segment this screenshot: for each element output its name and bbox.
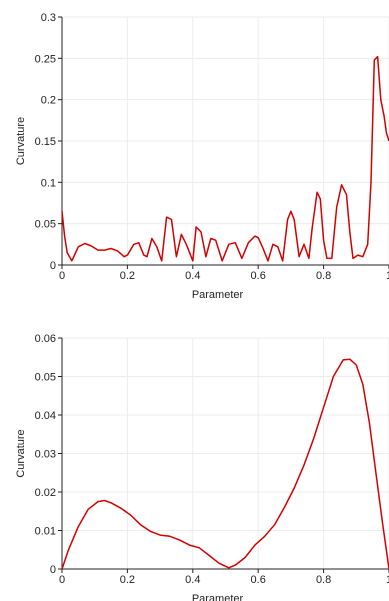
y-tick-label: 0.02	[35, 487, 56, 499]
y-tick-label: 0.06	[35, 333, 56, 345]
curvature-series-line	[61, 358, 389, 570]
y-axis-title: Curvature	[15, 117, 27, 165]
y-tick-label: 0	[50, 564, 56, 576]
x-tick-label: 0	[59, 574, 65, 586]
x-tick-label: 1	[386, 270, 389, 282]
x-tick-label: 0.6	[251, 574, 266, 586]
chart-2: 0 0.2 0.4 0.6 0.8 1 0 0.01 0.02 0.03 0.04 0.05 0.06 P…	[15, 333, 389, 601]
x-tick-label: 0.8	[316, 574, 331, 586]
x-tick-label: 0.2	[120, 574, 135, 586]
y-tick-label: 0.1	[41, 177, 56, 189]
x-tick-label: 0	[59, 270, 65, 282]
x-tick-label: 0.8	[316, 270, 331, 282]
y-tick-label: 0.03	[35, 449, 56, 461]
y-tick-label: 0.15	[35, 136, 56, 148]
x-axis-title: Parameter	[192, 593, 244, 601]
y-tick-label: 0.25	[35, 53, 56, 65]
curvature-series-line	[61, 55, 389, 262]
x-tick-label: 0.6	[251, 270, 266, 282]
y-axis-title: Curvature	[15, 429, 27, 477]
chart-1: 0 0.2 0.4 0.6 0.8 1 0 0.05 0.1 0.15 0.2 0.25 0.3 Para…	[15, 12, 389, 301]
y-tick-label: 0.3	[41, 12, 56, 24]
x-tick-label: 0.4	[185, 270, 200, 282]
y-tick-label: 0.01	[35, 526, 56, 538]
y-tick-label: 0.05	[35, 372, 56, 384]
x-tick-label: 0.4	[185, 574, 200, 586]
y-tick-label: 0.04	[35, 410, 56, 422]
x-tick-label: 1	[386, 574, 389, 586]
y-tick-label: 0.2	[41, 95, 56, 107]
y-tick-label: 0	[50, 260, 56, 272]
x-axis-title: Parameter	[192, 289, 244, 301]
x-tick-label: 0.2	[120, 270, 135, 282]
y-tick-label: 0.05	[35, 219, 56, 231]
